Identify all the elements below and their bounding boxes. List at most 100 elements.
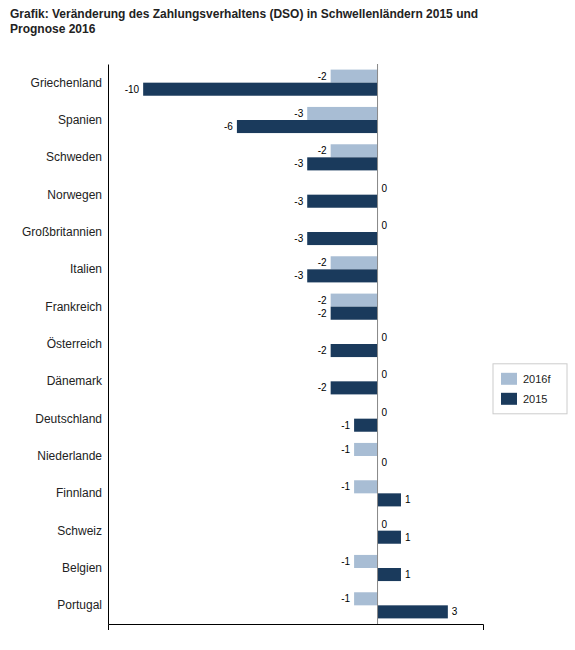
y-tick: Deutschland (35, 412, 102, 426)
bar (378, 568, 401, 581)
bar (307, 157, 377, 170)
data-label: -3 (294, 158, 303, 169)
data-label: 0 (382, 519, 388, 530)
y-tick-label: Deutschland (35, 412, 102, 426)
data-label: -2 (318, 257, 327, 268)
legend-swatch (501, 373, 517, 385)
y-tick: Italien (70, 262, 102, 276)
data-label: -2 (318, 308, 327, 319)
y-axis-line (108, 65, 109, 625)
y-tick-label: Spanien (58, 113, 102, 127)
bar (354, 419, 377, 432)
bar (331, 144, 378, 157)
chart-svg: Grafik: Veränderung des Zahlungsverhalte… (0, 0, 575, 650)
data-labels: -2-3-200-2-2000-1-10-1-1-10-6-3-3-3-3-2-… (125, 71, 458, 618)
legend-item: 2016f (501, 373, 551, 385)
plot-area: -2-3-200-2-2000-1-10-1-1-10-6-3-3-3-3-2-… (22, 64, 484, 630)
y-tick: Griechenland (31, 76, 102, 90)
legend-frame (493, 364, 567, 414)
y-tick: Portugal (57, 598, 102, 612)
legend: 2016f 2015 (493, 364, 567, 414)
legend-label: 2015 (523, 393, 547, 405)
y-tick: Großbritannien (22, 225, 102, 239)
bar (378, 493, 401, 506)
y-tick: Belgien (62, 561, 102, 575)
y-tick: Dänemark (47, 374, 103, 388)
data-label: 0 (382, 220, 388, 231)
bar (331, 70, 378, 83)
bar (237, 120, 378, 133)
bar (307, 107, 377, 120)
y-tick: Spanien (58, 113, 102, 127)
data-label: 1 (405, 569, 411, 580)
bar (331, 307, 378, 320)
y-tick-label: Österreich (47, 337, 102, 351)
bar (354, 555, 377, 568)
bar (307, 195, 377, 208)
data-label: -2 (318, 295, 327, 306)
y-tick-label: Schweiz (57, 524, 102, 538)
data-label: 3 (452, 606, 458, 617)
y-axis: Griechenland Spanien Schweden Norwegen Großb… (22, 65, 109, 625)
data-label: 0 (382, 369, 388, 380)
bar (378, 531, 401, 544)
bar (354, 443, 377, 456)
y-tick-label: Norwegen (47, 188, 102, 202)
bar-series (143, 83, 448, 619)
title: Grafik: Veränderung des Zahlungsverhalte… (10, 7, 478, 36)
data-label: -1 (341, 481, 350, 492)
data-label: -10 (125, 84, 140, 95)
chart-container: Grafik: Veränderung des Zahlungsverhalte… (0, 0, 575, 650)
y-tick-label: Frankreich (45, 300, 102, 314)
y-tick-label: Belgien (62, 561, 102, 575)
data-label: 0 (382, 457, 388, 468)
data-label: 0 (382, 183, 388, 194)
data-label: 0 (382, 407, 388, 418)
data-label: -2 (318, 71, 327, 82)
bars (143, 64, 448, 624)
data-label: -1 (341, 420, 350, 431)
title-line: Grafik: Veränderung des Zahlungsverhalte… (10, 7, 478, 21)
data-label: -1 (341, 593, 350, 604)
zero-line (377, 64, 378, 624)
data-label: -3 (294, 108, 303, 119)
y-tick-label: Portugal (57, 598, 102, 612)
bar (331, 294, 378, 307)
title-line: Prognose 2016 (10, 22, 96, 36)
y-tick: Niederlande (37, 449, 102, 463)
data-label: -1 (341, 556, 350, 567)
x-axis-line (109, 625, 484, 631)
page: {"chart_data": {"type": "bar", "orientat… (0, 0, 575, 650)
y-tick: Schweden (46, 150, 102, 164)
y-tick-label: Finnland (56, 486, 102, 500)
legend-item: 2015 (501, 393, 547, 405)
bar (331, 256, 378, 269)
legend-label: 2016f (523, 373, 551, 385)
y-tick-label: Dänemark (47, 374, 103, 388)
bar (331, 381, 378, 394)
x-axis (109, 625, 484, 631)
bar (354, 480, 377, 493)
data-label: -3 (294, 196, 303, 207)
y-tick-label: Italien (70, 262, 102, 276)
data-label: -2 (318, 382, 327, 393)
bar (378, 605, 448, 618)
bar (331, 344, 378, 357)
bar-series (307, 70, 377, 606)
y-tick: Finnland (56, 486, 102, 500)
data-label: 1 (405, 494, 411, 505)
y-tick: Österreich (47, 337, 102, 351)
data-label: 1 (405, 532, 411, 543)
data-label: -2 (318, 145, 327, 156)
data-label: -2 (318, 345, 327, 356)
y-tick: Schweiz (57, 524, 102, 538)
y-tick: Frankreich (45, 300, 102, 314)
y-tick-label: Griechenland (31, 76, 102, 90)
bar (354, 592, 377, 605)
bar (307, 269, 377, 282)
data-label: -3 (294, 270, 303, 281)
data-label: -3 (294, 233, 303, 244)
y-tick-label: Niederlande (37, 449, 102, 463)
legend-swatch (501, 393, 517, 405)
y-tick-label: Schweden (46, 150, 102, 164)
